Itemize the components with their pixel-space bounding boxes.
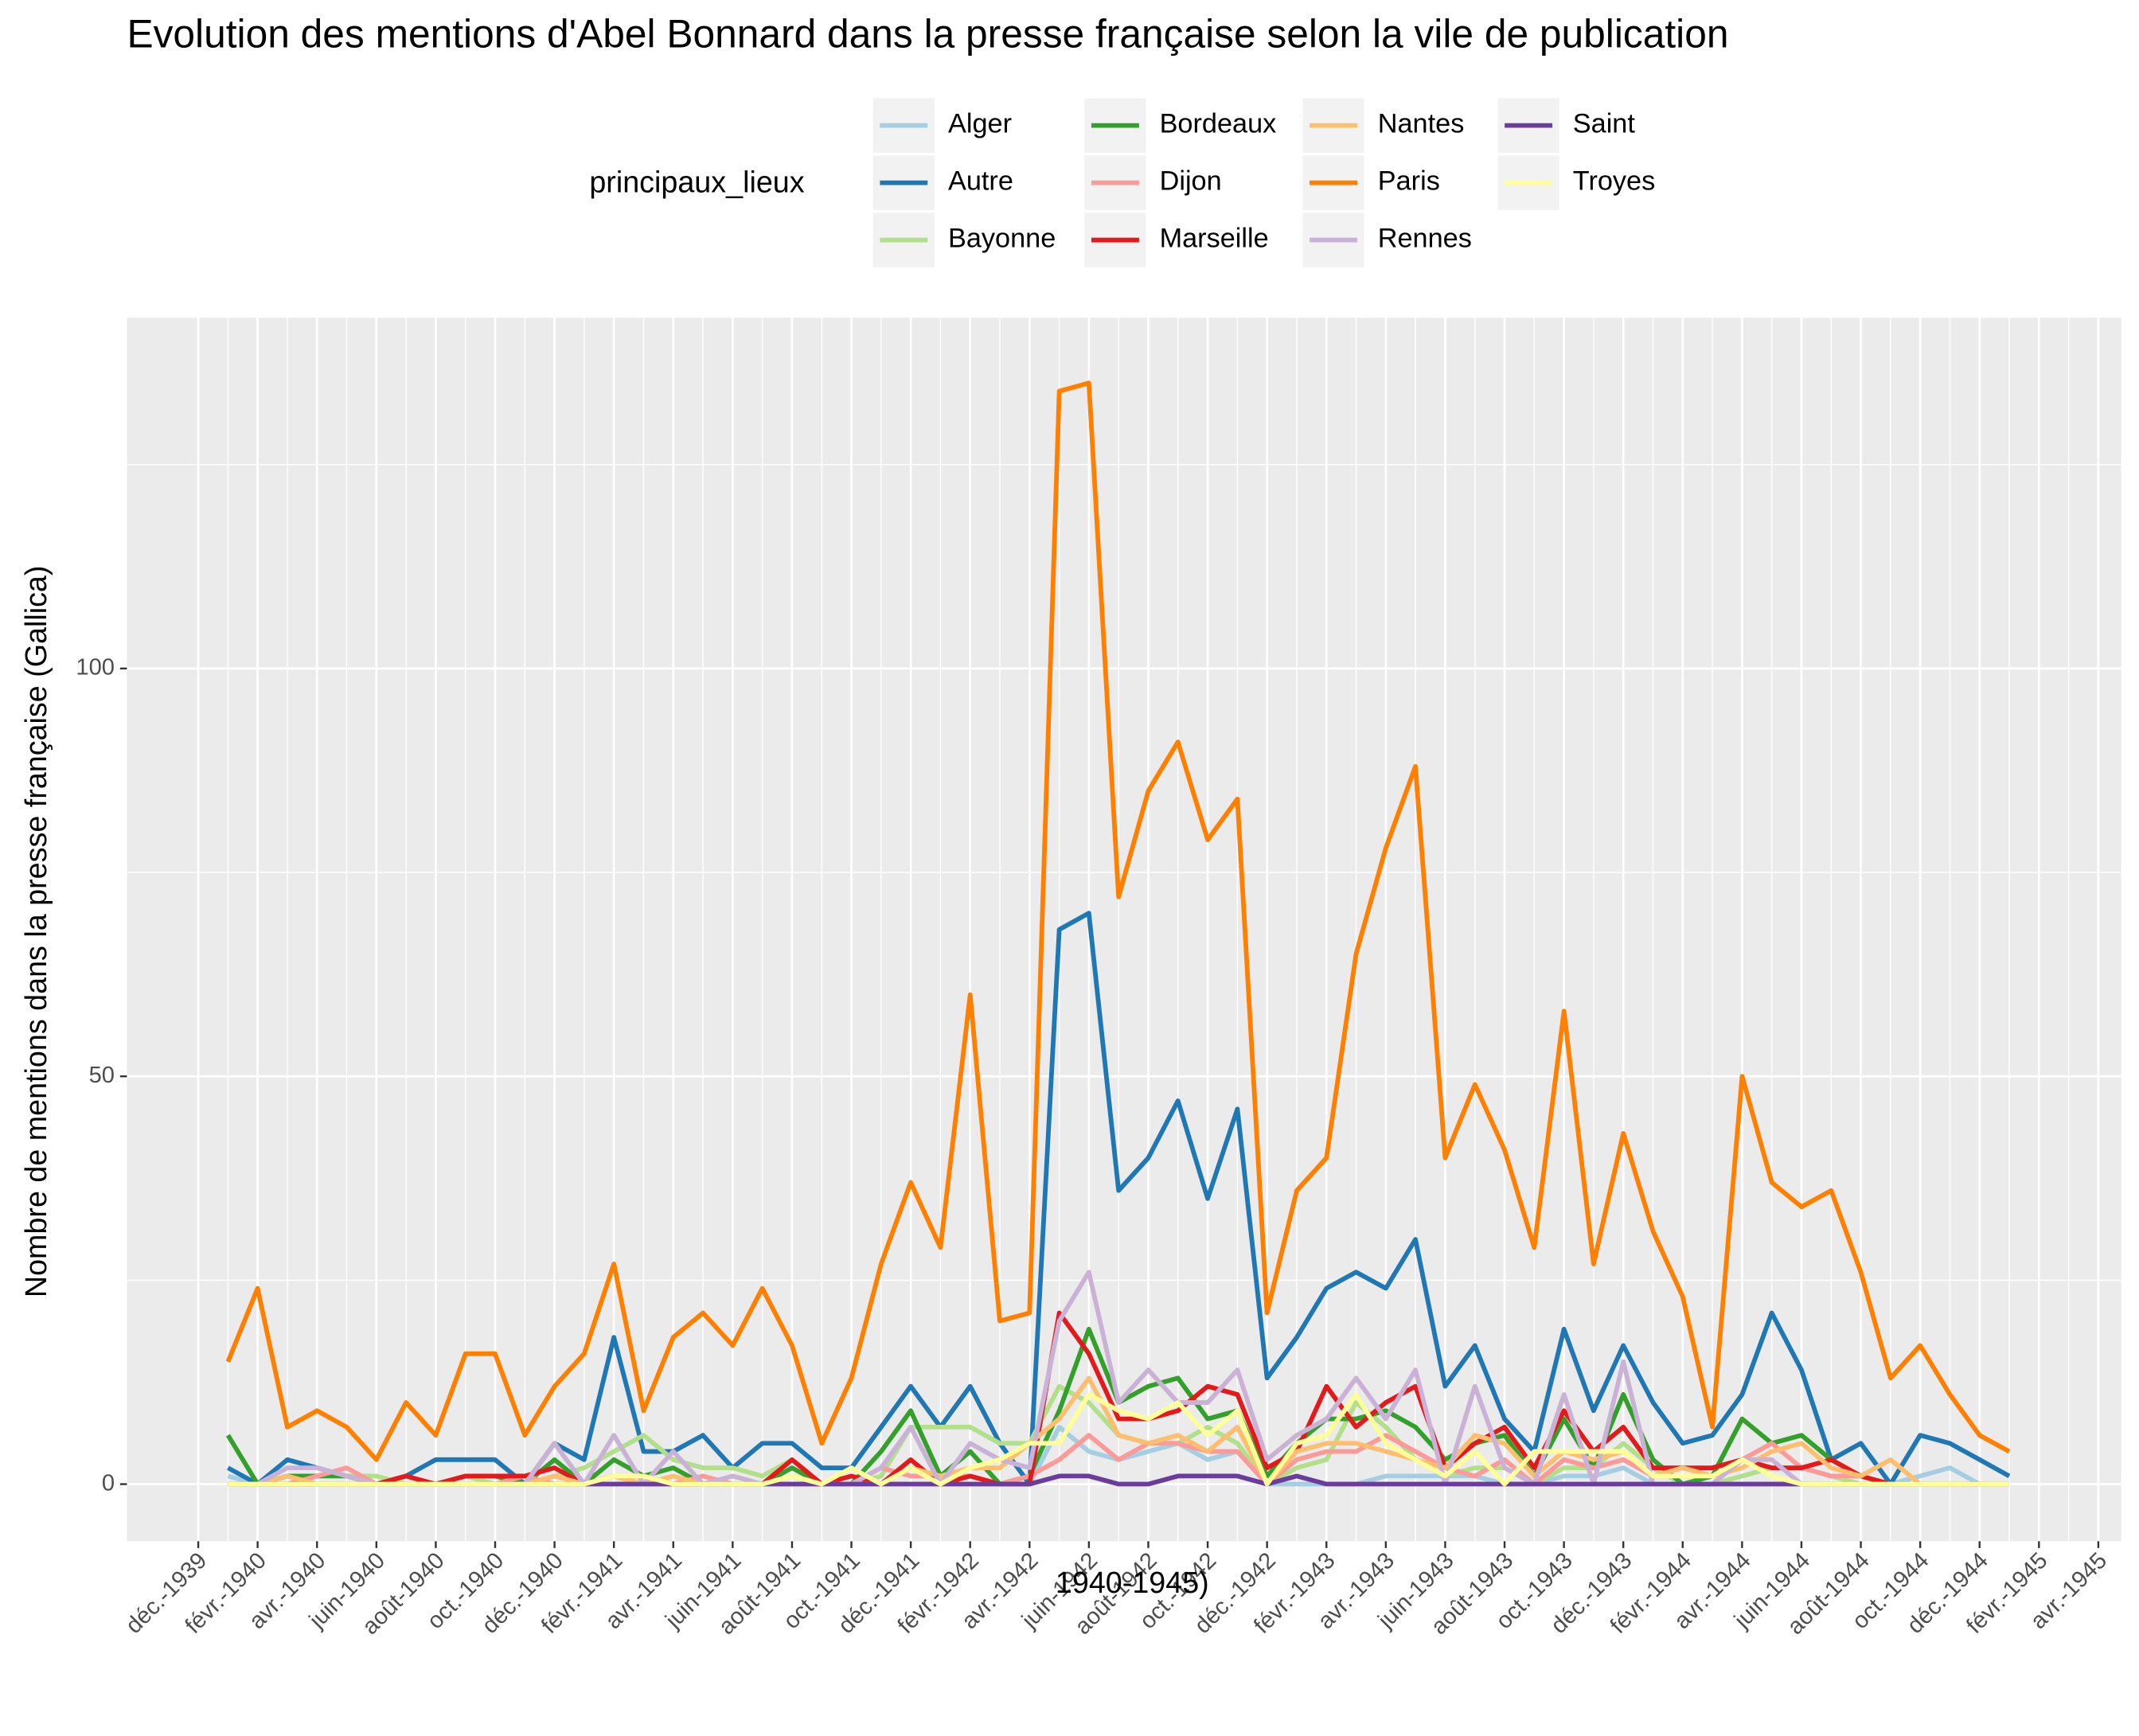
legend-label: Alger [948, 109, 1012, 139]
series-line [225, 380, 2011, 1462]
legend-label: Marseille [1160, 224, 1269, 254]
legend-title: principaux_lieux [589, 165, 804, 198]
legend-label: Saint [1573, 109, 1636, 139]
legend-label: Nantes [1378, 109, 1465, 139]
chart-title: Evolution des mentions d'Abel Bonnard da… [127, 11, 1728, 56]
legend: Alger Autre Bayonne Bordeaux Dijon Marseille N… [872, 98, 1655, 267]
lines [225, 380, 2011, 1487]
y-axis-title: Nombre de mentions dans la presse frança… [19, 566, 53, 1298]
legend-label: Rennes [1378, 224, 1472, 254]
legend-label: Troyes [1573, 166, 1655, 197]
series-line [228, 1310, 2009, 1487]
y-tick-label: 50 [89, 1063, 115, 1088]
y-tick-label: 100 [76, 655, 115, 681]
legend-label: Bayonne [948, 224, 1056, 254]
y-tick-label: 0 [102, 1470, 115, 1496]
legend-label: Autre [948, 166, 1013, 197]
legend-label: Bordeaux [1160, 109, 1277, 139]
series-line [228, 1392, 2009, 1487]
legend-label: Dijon [1160, 166, 1222, 197]
legend-label: Paris [1378, 166, 1440, 197]
x-axis-title: 1940-1945) [1056, 1566, 1209, 1599]
panel [127, 318, 2121, 1542]
